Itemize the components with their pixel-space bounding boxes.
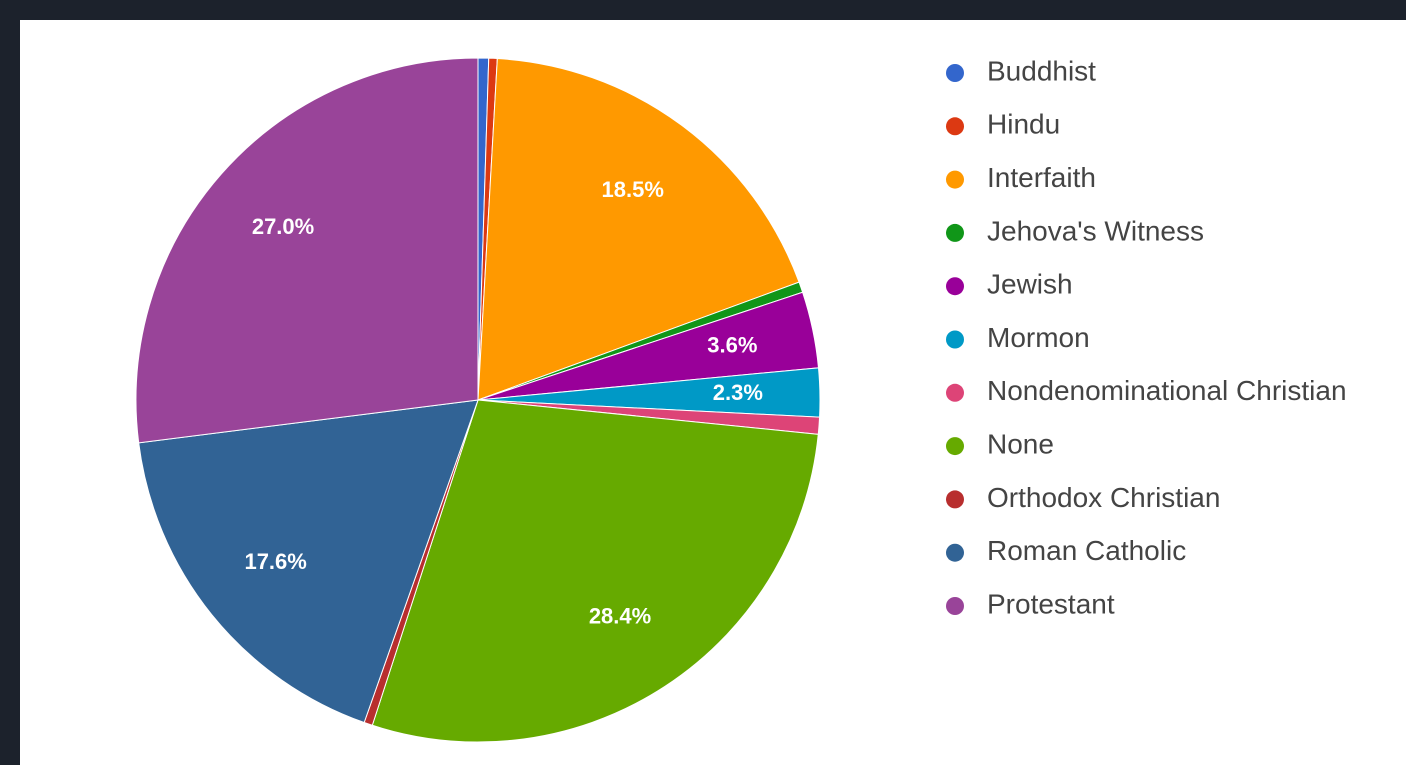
- legend-marker: [946, 437, 964, 456]
- legend-label: Roman Catholic: [987, 535, 1186, 566]
- legend-label: Hindu: [987, 109, 1060, 140]
- legend-marker: [946, 64, 964, 82]
- legend: Buddhist Hindu Interfaith Jehova's Witness J…: [946, 55, 1347, 619]
- pie-slice: [135, 57, 479, 444]
- legend-label: Jewish: [987, 269, 1073, 300]
- legend-marker: [946, 490, 964, 509]
- legend-label: Interfaith: [987, 162, 1096, 193]
- legend-marker: [946, 330, 964, 349]
- pie-slice: [138, 399, 479, 724]
- legend-marker: [946, 383, 964, 402]
- slice-label: 2.3%: [713, 380, 763, 405]
- pie-slice: [371, 399, 819, 743]
- slice-label: 18.5%: [602, 177, 664, 202]
- legend-marker: [946, 170, 964, 189]
- slice-label: 27.0%: [252, 214, 314, 239]
- legend-marker: [946, 223, 964, 242]
- legend-marker: [946, 117, 964, 136]
- legend-label: Buddhist: [987, 55, 1096, 86]
- legend-marker: [946, 597, 964, 615]
- slice-label: 17.6%: [244, 549, 306, 574]
- legend-label: Orthodox Christian: [987, 482, 1220, 513]
- pie-slice: [477, 58, 800, 401]
- pie: 18.5% 3.6% 2.3% 28.4% 17.6% 27.0%: [135, 57, 821, 743]
- legend-label: Nondenominational Christian: [987, 375, 1347, 406]
- legend-label: Jehova's Witness: [987, 215, 1204, 246]
- legend-marker: [946, 277, 964, 296]
- slice-label: 28.4%: [589, 604, 651, 629]
- legend-label: Protestant: [987, 588, 1115, 619]
- legend-label: Mormon: [987, 322, 1090, 353]
- slice-label: 3.6%: [707, 332, 757, 357]
- legend-label: None: [987, 428, 1054, 459]
- legend-marker: [946, 543, 964, 562]
